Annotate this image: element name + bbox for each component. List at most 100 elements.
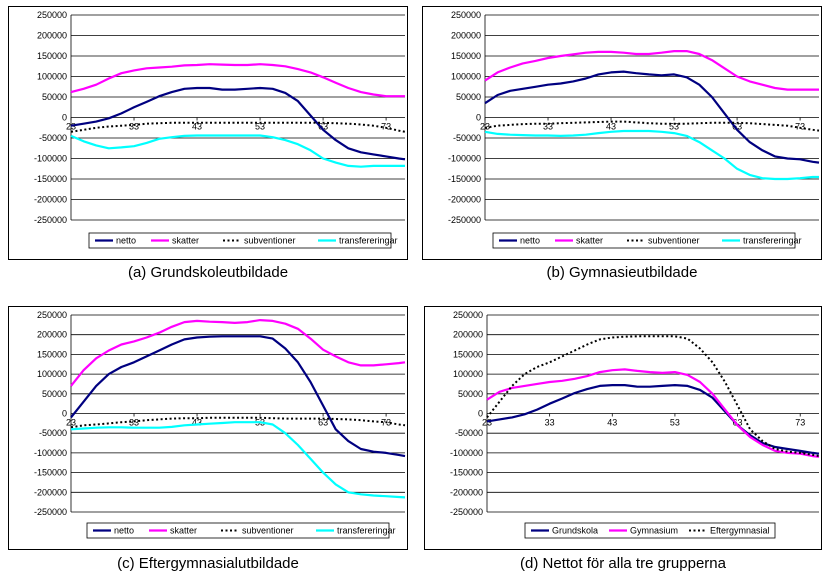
caption-a: (a) Grundskoleutbildade — [127, 264, 289, 281]
legend-label-skatter: skatter — [172, 236, 199, 246]
y-tick-label: -200000 — [450, 487, 483, 497]
series-line-transfereringar — [484, 129, 819, 181]
x-tick-label: 23 — [480, 122, 490, 132]
series-line-netto — [70, 86, 406, 161]
x-tick-label: 33 — [129, 122, 139, 132]
legend-label-Grundskola: Grundskola — [552, 526, 598, 536]
x-tick-label: 53 — [669, 122, 679, 132]
x-tick-label: 63 — [733, 418, 743, 428]
y-tick-label: 200000 — [453, 330, 483, 340]
y-tick-label: 150000 — [37, 51, 67, 61]
y-tick-label: 150000 — [451, 51, 481, 61]
series-line-netto — [70, 335, 406, 458]
x-tick-label: 63 — [318, 122, 328, 132]
legend-label-skatter: skatter — [576, 236, 603, 246]
y-tick-label: -250000 — [448, 215, 481, 225]
x-tick-label: 33 — [543, 122, 553, 132]
x-tick-label: 23 — [66, 122, 76, 132]
x-tick-label: 73 — [795, 418, 805, 428]
x-tick-label: 63 — [318, 418, 328, 428]
series-line-netto — [484, 70, 820, 164]
y-tick-label: 100000 — [37, 72, 67, 82]
y-tick-label: 200000 — [451, 31, 481, 41]
legend-label-skatter: skatter — [170, 526, 197, 536]
y-tick-label: 50000 — [42, 389, 67, 399]
x-tick-label: 33 — [545, 418, 555, 428]
x-tick-label: 43 — [192, 418, 202, 428]
y-tick-label: 150000 — [453, 349, 483, 359]
legend-box — [86, 522, 390, 539]
y-tick-label: -100000 — [450, 448, 483, 458]
x-tick-label: 73 — [381, 122, 391, 132]
x-tick-label: 53 — [255, 122, 265, 132]
legend-label-transfereringar: transfereringar — [339, 236, 398, 246]
y-tick-label: -150000 — [450, 468, 483, 478]
y-tick-label: 150000 — [37, 349, 67, 359]
legend-label-subventioner: subventioner — [242, 526, 294, 536]
chart-c-svg: 250000 200000 150000 100000 50000 0 -50000 -100… — [34, 310, 406, 539]
y-tick-label: -150000 — [34, 468, 67, 478]
caption-b: (b) Gymnasieutbildade — [546, 264, 698, 281]
series-line-Gymnasium — [486, 368, 820, 458]
legend-label-subventioner: subventioner — [244, 236, 296, 246]
legend-box — [88, 232, 392, 249]
series-line-skatter — [484, 50, 819, 91]
series-line-skatter — [70, 319, 406, 387]
chart-panel-a: 250000 200000 150000 100000 50000 0 -50000 -100… — [8, 6, 408, 260]
y-tick-label: -200000 — [448, 195, 481, 205]
legend-label-netto: netto — [520, 236, 540, 246]
y-tick-label: 0 — [62, 409, 67, 419]
y-tick-label: 100000 — [453, 369, 483, 379]
y-tick-label: -50000 — [453, 133, 481, 143]
x-tick-label: 43 — [606, 122, 616, 132]
chart-d-svg: 250000 200000 150000 100000 50000 0 -50000 -100… — [450, 310, 820, 539]
y-tick-label: 0 — [478, 409, 483, 419]
x-tick-label: 43 — [192, 122, 202, 132]
y-tick-label: 50000 — [458, 389, 483, 399]
series-line-transfereringar — [70, 421, 406, 499]
legend-label-transfereringar: transfereringar — [743, 236, 802, 246]
series-line-Eftergymnasial — [486, 335, 820, 458]
x-tick-label: 33 — [129, 418, 139, 428]
x-tick-label: 63 — [732, 122, 742, 132]
y-tick-label: -50000 — [39, 133, 67, 143]
y-tick-label: 200000 — [37, 330, 67, 340]
series-line-subventioner — [484, 120, 820, 132]
y-tick-label: 250000 — [37, 310, 67, 320]
series-line-skatter — [70, 63, 405, 98]
y-tick-label: -250000 — [34, 215, 67, 225]
y-tick-label: -100000 — [34, 154, 67, 164]
y-tick-label: 200000 — [37, 31, 67, 41]
y-tick-label: -100000 — [34, 448, 67, 458]
y-tick-label: -200000 — [34, 195, 67, 205]
series-line-subventioner — [70, 121, 406, 133]
y-tick-label: 0 — [476, 113, 481, 123]
y-tick-label: 250000 — [451, 10, 481, 20]
legend-label-subventioner: subventioner — [648, 236, 700, 246]
chart-panel-b: 250000 200000 150000 100000 50000 0 -50000 -100… — [422, 6, 822, 260]
legend-label-netto: netto — [114, 526, 134, 536]
x-tick-label: 73 — [795, 122, 805, 132]
chart-b-svg: 250000 200000 150000 100000 50000 0 -50000 -100… — [448, 10, 820, 249]
series-line-Grundskola — [486, 384, 820, 455]
chart-a-svg: 250000 200000 150000 100000 50000 0 -50000 -100… — [34, 10, 406, 249]
y-tick-label: 250000 — [37, 10, 67, 20]
chart-panel-d: 250000 200000 150000 100000 50000 0 -50000 -100… — [424, 306, 822, 550]
y-tick-label: 50000 — [42, 92, 67, 102]
x-tick-label: 23 — [482, 418, 492, 428]
x-tick-label: 43 — [607, 418, 617, 428]
legend-label-netto: netto — [116, 236, 136, 246]
y-tick-label: -50000 — [455, 428, 483, 438]
y-tick-label: 100000 — [451, 72, 481, 82]
caption-d: (d) Nettot för alla tre grupperna — [520, 555, 726, 572]
legend-box — [492, 232, 796, 249]
legend-box — [524, 522, 776, 539]
y-tick-label: -250000 — [34, 507, 67, 517]
y-tick-label: -150000 — [34, 174, 67, 184]
y-tick-label: -150000 — [448, 174, 481, 184]
x-tick-label: 53 — [670, 418, 680, 428]
caption-c: (c) Eftergymnasialutbildade — [117, 555, 299, 572]
y-tick-label: -200000 — [34, 487, 67, 497]
series-line-subventioner — [70, 416, 406, 429]
y-tick-label: 0 — [62, 113, 67, 123]
